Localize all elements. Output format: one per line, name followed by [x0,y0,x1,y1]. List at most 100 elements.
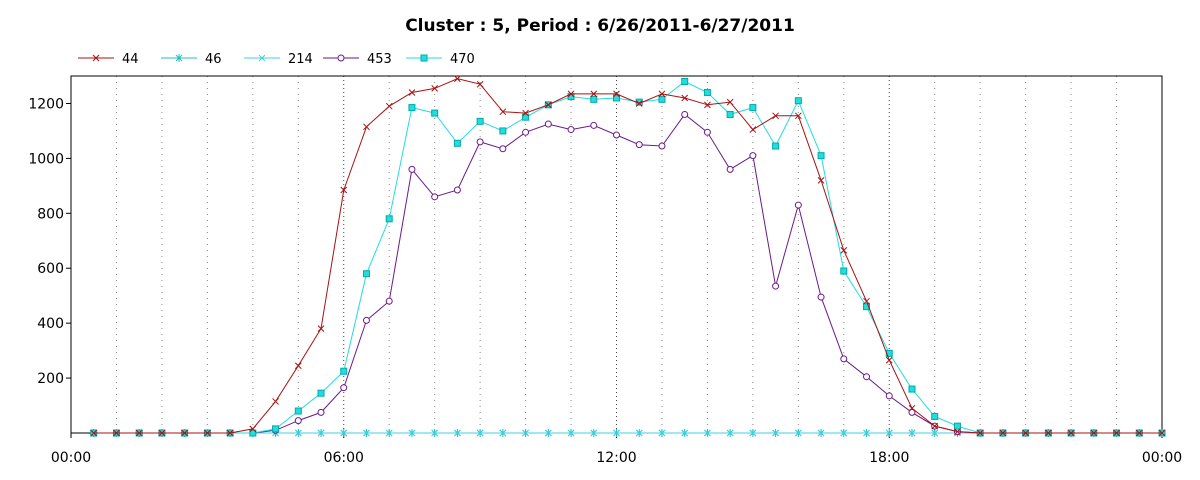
legend-label: 46 [205,52,222,67]
data-point [272,398,279,405]
data-point [340,367,348,375]
legend-label: 44 [122,52,139,67]
data-point [317,389,325,397]
data-point [90,429,98,437]
data-point [840,429,848,437]
grid [115,76,1118,433]
data-point [522,429,529,437]
x-tick-label: 18:00 [869,450,909,466]
legend-label: 214 [288,52,313,67]
data-point [703,88,711,96]
data-point [749,104,757,112]
data-point [885,392,893,400]
data-point [522,113,530,121]
data-point [522,128,530,136]
data-point [499,108,507,116]
data-point [590,90,598,98]
data-point [340,186,348,194]
data-point [454,429,461,437]
data-point [499,145,507,153]
data-point [1113,429,1120,437]
legend-item-46: 46 [161,52,222,67]
data-point [817,177,825,184]
data-point [817,152,825,160]
data-point [794,97,802,105]
data-point [294,417,302,425]
data-point [363,429,370,437]
plot-area [70,75,1163,434]
y-tick-label: 800 [37,206,64,222]
data-point [158,429,166,437]
data-point [840,247,848,254]
data-point [817,293,825,301]
data-point [794,112,802,120]
data-point [272,425,280,433]
data-point [749,126,757,133]
data-point [317,325,325,332]
data-point [1090,429,1098,437]
legend-item-214: 214 [244,52,313,67]
data-point [1158,429,1166,437]
data-point [681,110,689,118]
data-point [362,316,370,324]
data-point [567,126,575,134]
legend-item-453: 453 [323,52,392,67]
data-point [613,131,620,139]
data-point [408,165,416,173]
data-point [931,429,939,437]
data-point [931,422,939,430]
data-point [635,429,643,437]
series-line [93,78,1162,434]
data-point [431,85,439,92]
data-point [453,186,461,194]
data-point [817,429,825,437]
data-point [931,413,939,421]
y-axis: 200 400 600 800 1000 1200 [28,96,71,387]
series-line [93,113,1162,434]
data-point [567,429,575,437]
data-point [726,429,734,437]
data-point [613,94,620,102]
data-point [226,429,234,437]
data-point [249,425,257,433]
data-point [863,297,870,305]
data-point [749,152,757,160]
data-point [544,101,552,109]
data-point [408,429,416,437]
legend-label: 470 [450,52,475,67]
data-point [544,120,552,128]
data-point [772,112,779,120]
data-point [658,142,666,150]
data-point [613,90,620,98]
data-point [703,128,711,136]
data-point [954,428,961,435]
data-point [794,201,802,209]
data-point [499,127,507,135]
data-point [590,429,598,437]
data-point [362,270,370,278]
data-point [590,95,598,103]
data-point [658,90,666,98]
x-tick-label: 12:00 [596,450,636,466]
data-point [476,138,484,146]
data-point [454,75,461,83]
data-point [681,77,689,85]
data-point [499,429,507,437]
legend-item-44: 44 [78,52,139,67]
data-point [908,429,916,437]
data-point [704,429,711,437]
data-point [590,121,598,129]
data-point [385,215,393,223]
data-point [175,54,183,62]
series-line [93,80,1162,434]
data-point [420,54,428,62]
data-point [635,100,643,107]
data-point [135,429,143,437]
data-point [113,429,120,437]
x-axis: 00:00 06:00 12:00 18:00 00:00 [51,433,1182,466]
data-point [840,355,848,363]
y-tick-label: 200 [37,371,64,387]
data-point [658,95,666,103]
data-point [840,267,848,275]
